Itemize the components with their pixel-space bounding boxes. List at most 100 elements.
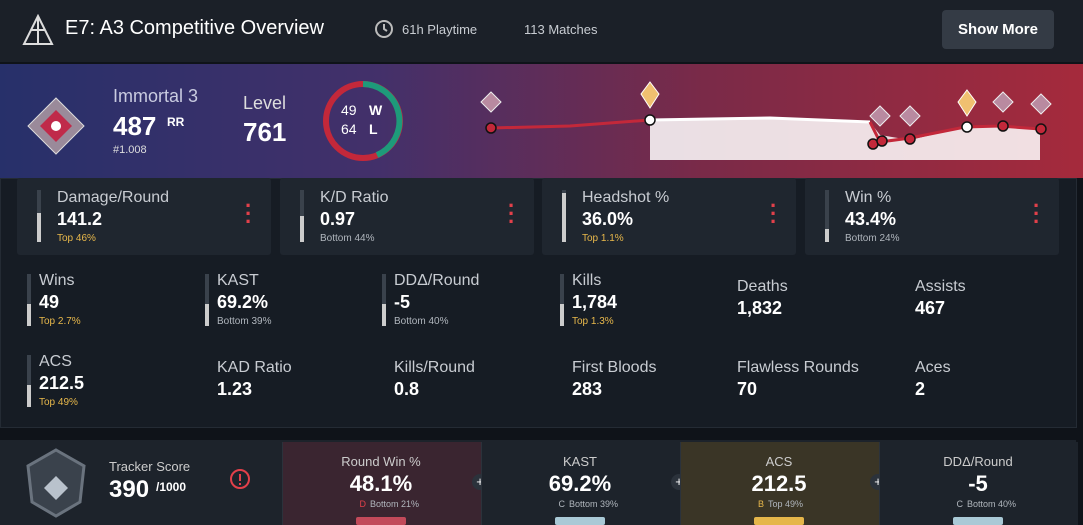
rr: 487 [113,111,157,141]
rr-unit: RR [167,115,185,129]
percentile-bar [27,355,31,407]
summary-rank: Bottom 40% [967,499,1017,509]
stat-value: 0.8 [394,379,420,399]
stat-label: Flawless Rounds [737,359,859,376]
stat-label: Wins [39,272,75,289]
rank-icon [27,97,85,155]
grade-strip [953,517,1003,525]
percentile-fill [562,192,566,242]
summary-label: Round Win % [341,454,421,469]
stat-value: 49 [39,292,60,312]
win-loss-ring [323,81,403,161]
percentile-fill [560,304,564,326]
stat-value: 212.5 [39,373,85,393]
stat-value: 70 [737,379,758,399]
rank-name: Immortal 3 [113,86,199,106]
tracker-icon [26,448,86,518]
percentile-fill [37,213,41,242]
card-label: Damage/Round [57,189,170,206]
stat-label: KAST [217,272,259,289]
card-rank: Bottom 24% [845,233,900,244]
summary-grade: D [359,499,367,509]
stat-card [805,178,1059,255]
stat-label: Assists [915,278,966,295]
card-value: 141.2 [57,209,103,229]
card-value: 36.0% [582,209,634,229]
stat-value: 1.23 [217,379,253,399]
summary-cell [680,442,879,525]
summary-rank: Bottom 39% [569,499,619,509]
stat-value: 2 [915,379,926,399]
summary-value: -5 [968,471,988,496]
stat-label: ACS [39,353,72,370]
wins-label: W [369,102,383,118]
menu-button[interactable]: · · · [245,193,253,234]
percentile-fill [825,229,829,242]
card-value: 43.4% [845,209,897,229]
card-label: Headshot % [582,189,670,206]
stat-label: KAD Ratio [217,359,292,376]
stat-label: Kills/Round [394,359,475,376]
summary-label: KAST [563,454,597,469]
stat-value: 1,832 [737,298,783,318]
card-rank: Top 1.1% [582,233,624,244]
wins: 49 [341,102,357,118]
stat-rank: Top 1.3% [572,316,614,327]
stat-label: DDΔ/Round [394,272,480,289]
matches: 113 Matches [524,22,598,37]
tracker-max: /1000 [156,480,187,494]
show-more-button[interactable]: Show More [942,10,1054,49]
stat-value: 283 [572,379,603,399]
stat-rank: Bottom 40% [394,316,449,327]
rr-history [480,81,1052,160]
summary-rank: Top 49% [768,499,804,509]
card-label: Win % [845,189,892,206]
summary-grade: B [757,499,764,509]
stat-label: Kills [572,272,602,289]
stat-value: 1,784 [572,292,618,312]
title: E7: A3 Competitive Overview [65,17,324,39]
grade-strip [356,517,406,525]
tracker-label: Tracker Score [109,459,191,474]
percentile-fill [27,385,31,407]
percentile-fill [382,304,386,326]
level: 761 [243,117,287,147]
summary-value: 69.2% [548,471,612,496]
summary-label: ACS [765,454,793,469]
level-label: Level [243,93,287,113]
grade-strip [555,517,605,525]
logo [22,14,54,45]
stat-card [17,178,271,255]
card-rank: Bottom 44% [320,233,375,244]
summary-rank: Bottom 21% [370,499,420,509]
summary-cell [481,442,680,525]
percentile-bar [27,274,31,326]
percentile-fill [300,216,304,242]
info-icon[interactable] [229,468,251,490]
menu-button[interactable]: · · · [770,193,778,234]
percentile-bar [560,274,564,326]
stat-rank: Top 2.7% [39,316,81,327]
summary-value: 212.5 [751,471,807,496]
menu-button[interactable]: · · · [508,193,516,234]
stat-card [280,178,534,255]
playtime: 61h Playtime [402,22,478,37]
stat-card [542,178,796,255]
stat-label: Deaths [737,278,788,295]
grade-strip [754,517,804,525]
summary-grade: C [558,499,566,509]
clock-icon [375,20,393,38]
card-rank: Top 46% [57,233,96,244]
card-label: K/D Ratio [320,189,389,206]
percentile-fill [205,304,209,326]
percentile-bar [205,274,209,326]
stat-rank: Top 49% [39,397,78,408]
summary-cell [282,442,481,525]
summary-grade: C [956,499,964,509]
tracker-score: 390 [109,476,150,503]
menu-button[interactable]: · · · [1033,193,1041,234]
stat-label: First Bloods [572,359,657,376]
losses-label: L [369,121,378,137]
summary-label: DDΔ/Round [943,454,1013,469]
